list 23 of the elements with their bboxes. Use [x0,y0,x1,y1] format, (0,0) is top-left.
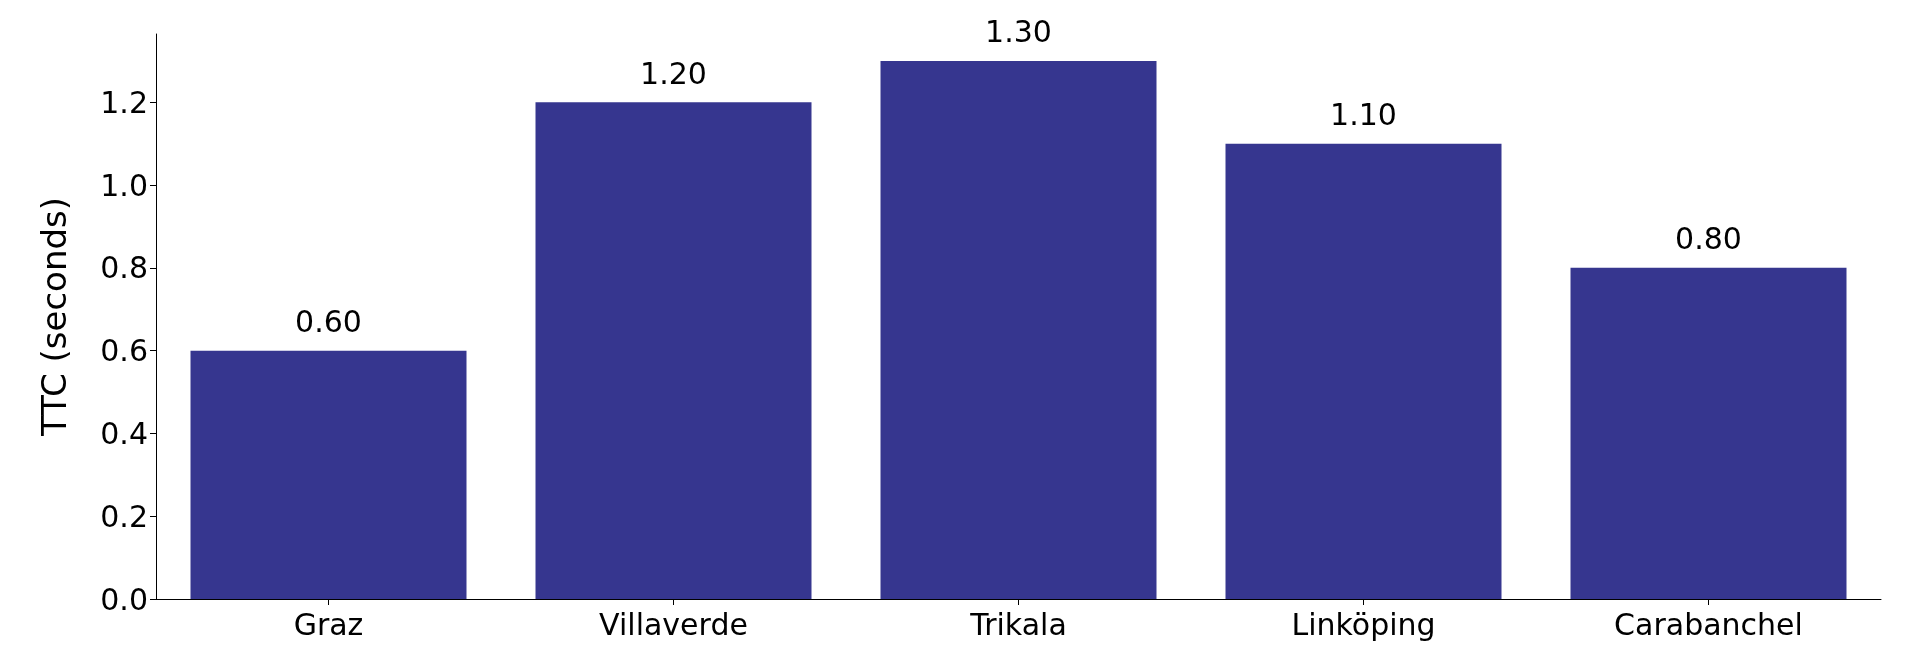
bar [535,102,812,599]
x-tick-label: Trikala [969,606,1067,642]
y-tick-label: 0.0 [100,581,148,617]
y-axis-title: TTC (seconds) [34,197,74,437]
data-label: 0.60 [295,304,362,340]
y-tick-label: 0.4 [100,415,148,451]
y-tick-label: 0.6 [100,333,148,369]
bar [190,350,467,599]
y-tick-label: 1.0 [100,167,148,203]
bar [1570,267,1847,599]
x-tick-label: Carabanchel [1614,606,1803,642]
data-label: 0.80 [1675,221,1742,257]
x-tick-label: Villaverde [599,606,748,642]
y-tick-label: 0.8 [100,250,148,286]
bar [880,60,1157,599]
y-tick-label: 0.2 [100,498,148,534]
x-tick-label: Linköping [1291,606,1436,642]
data-label: 1.30 [985,14,1052,50]
bar [1225,143,1502,599]
data-label: 1.10 [1330,97,1397,133]
data-label: 1.20 [640,55,707,91]
x-tick-label: Graz [293,606,364,642]
y-tick-label: 1.2 [100,84,148,120]
